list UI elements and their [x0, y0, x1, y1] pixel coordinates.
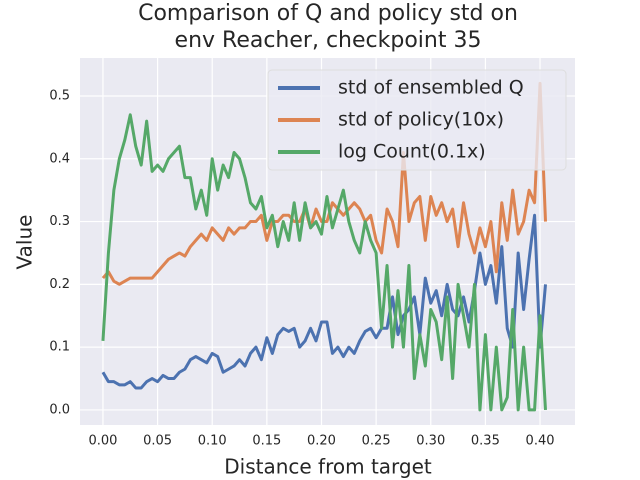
x-tick-label: 0.10 — [198, 434, 227, 449]
x-tick-label: 0.00 — [88, 434, 117, 449]
legend: std of ensembled Q std of policy(10x) log … — [267, 69, 567, 171]
y-axis-label: Value — [13, 215, 37, 270]
x-tick-label: 0.40 — [526, 434, 555, 449]
x-tick-label: 0.25 — [362, 434, 391, 449]
legend-label: log Count(0.1x) — [338, 141, 486, 163]
x-tick-label: 0.30 — [416, 434, 445, 449]
x-tick-label: 0.35 — [471, 434, 500, 449]
legend-label: std of policy(10x) — [338, 109, 504, 131]
chart-title: env Reacher, checkpoint 35 — [175, 28, 482, 53]
data-line — [101, 113, 547, 412]
x-axis-label: Distance from target — [224, 455, 432, 479]
y-tick-label: 0.3 — [49, 214, 70, 229]
y-tick-label: 0.5 — [49, 88, 70, 103]
x-tick-label: 0.20 — [307, 434, 336, 449]
legend-box — [267, 69, 567, 171]
y-tick-label: 0.1 — [49, 340, 70, 355]
y-tick-label: 0.4 — [49, 151, 70, 166]
chart-title: Comparison of Q and policy std on — [138, 1, 518, 26]
x-tick-label: 0.15 — [252, 434, 281, 449]
y-tick-label: 0.0 — [49, 402, 70, 417]
legend-label: std of ensembled Q — [338, 77, 524, 99]
y-tick-label: 0.2 — [49, 277, 70, 292]
x-tick-label: 0.05 — [143, 434, 172, 449]
